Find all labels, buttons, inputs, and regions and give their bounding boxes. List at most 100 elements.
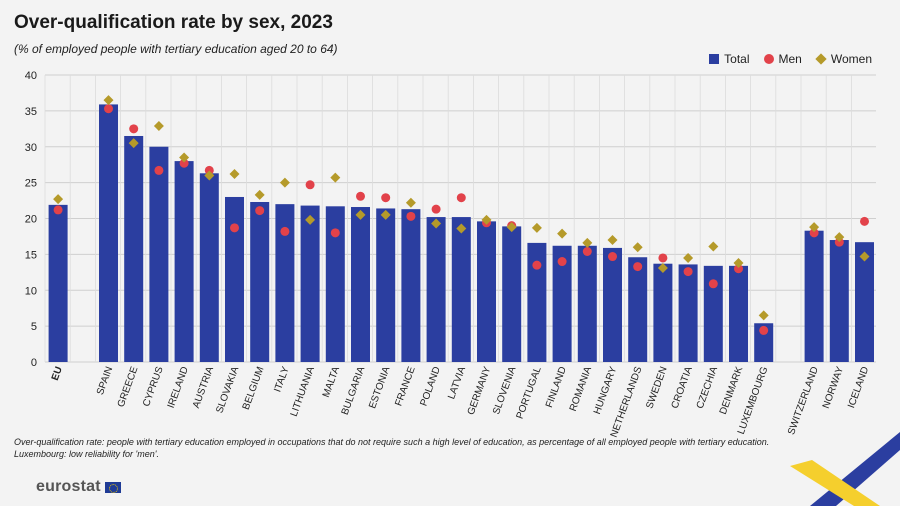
y-tick-label: 5 xyxy=(31,321,37,333)
y-tick-label: 15 xyxy=(25,249,37,261)
x-tick-label: ESTONIA xyxy=(367,365,392,410)
point-women xyxy=(859,251,870,262)
point-women xyxy=(53,194,64,205)
bar-chart: 0 5 10 15 20 25 30 35 40 EU SPAIN GREECE CYPRUS IRELA… xyxy=(25,70,876,439)
bar-total xyxy=(451,217,471,362)
point-men xyxy=(658,253,668,263)
bar-total xyxy=(527,242,547,362)
point-men xyxy=(179,158,189,168)
legend-total-swatch xyxy=(709,54,720,64)
x-tick-label: FINLAND xyxy=(544,365,569,409)
chart-title: Over-qualification rate by sex, 2023 xyxy=(14,12,333,33)
x-tick-label: POLAND xyxy=(419,365,443,407)
point-men xyxy=(154,165,164,175)
bar-total xyxy=(577,245,597,362)
footnote-luxembourg: Luxembourg: low reliability for 'men'. xyxy=(14,449,159,459)
point-men xyxy=(406,211,416,221)
point-men xyxy=(356,191,365,201)
point-men xyxy=(633,262,643,272)
point-men xyxy=(734,264,743,274)
point-men xyxy=(280,226,290,236)
bar-total xyxy=(149,146,169,362)
logo-text: eurostat xyxy=(36,478,101,495)
point-women xyxy=(254,189,265,200)
point-women xyxy=(229,169,240,180)
legend-total-label: Total xyxy=(724,52,750,66)
bar-total xyxy=(678,264,698,362)
x-tick-label: EU xyxy=(50,365,65,382)
bar-total xyxy=(300,205,320,362)
bar-total xyxy=(754,323,774,362)
point-women xyxy=(758,310,769,321)
bar-total xyxy=(275,204,295,362)
chart-legend: Total Men Women xyxy=(709,52,872,66)
point-women xyxy=(834,232,845,243)
bar-total xyxy=(325,206,345,362)
bar-total xyxy=(351,207,370,362)
x-tick-label: ICELAND xyxy=(846,365,871,410)
x-tick-label: CROATIA xyxy=(670,365,695,410)
x-tick-label: GERMANY xyxy=(466,365,494,417)
x-tick-label: NORWAY xyxy=(821,365,846,410)
point-men xyxy=(759,325,769,335)
point-men xyxy=(204,165,214,175)
bar-total xyxy=(426,217,446,362)
point-men xyxy=(53,205,63,215)
x-tick-label: PORTUGAL xyxy=(515,365,544,421)
point-women xyxy=(380,209,391,220)
bar-total xyxy=(603,247,622,362)
x-tick-label: ITALY xyxy=(272,365,291,394)
point-men xyxy=(708,279,718,289)
point-women xyxy=(632,242,643,253)
legend-women-label: Women xyxy=(830,52,872,66)
point-men xyxy=(557,257,567,267)
point-men xyxy=(456,193,466,203)
eu-flag-icon xyxy=(104,481,121,493)
y-tick-label: 30 xyxy=(25,142,37,154)
point-women xyxy=(153,120,164,131)
point-men xyxy=(431,204,441,214)
point-women xyxy=(330,172,341,183)
legend-item-men: Men xyxy=(763,52,802,66)
bar-total xyxy=(703,265,723,362)
corner-yellow-stripe xyxy=(790,460,880,506)
bar-total xyxy=(653,263,673,362)
bar-total xyxy=(502,226,522,362)
point-men xyxy=(305,180,315,190)
point-men xyxy=(330,228,340,238)
footnote-definition: Over-qualification rate: people with ter… xyxy=(14,437,770,447)
x-tick-label: ROMANIA xyxy=(568,365,594,413)
point-women xyxy=(431,218,442,229)
point-men xyxy=(381,193,391,203)
legend-item-total: Total xyxy=(709,52,750,66)
point-women xyxy=(204,170,215,181)
point-women xyxy=(355,209,366,220)
bar-total xyxy=(250,201,270,362)
x-tick-label: BELGIUM xyxy=(241,365,267,411)
point-women xyxy=(531,222,542,233)
y-tick-label: 25 xyxy=(25,178,37,190)
point-women xyxy=(657,263,668,274)
point-men xyxy=(230,223,239,233)
point-women xyxy=(405,197,416,208)
bar-total xyxy=(99,104,118,362)
point-women xyxy=(607,235,618,246)
point-women xyxy=(683,252,694,263)
bar-total xyxy=(552,245,572,362)
x-tick-label: HUNGARY xyxy=(592,365,619,416)
bar-total xyxy=(376,208,396,362)
point-women xyxy=(582,237,593,248)
point-women xyxy=(481,214,492,225)
eurostat-logo: eurostat xyxy=(36,478,121,496)
point-women xyxy=(708,241,719,252)
bar-total xyxy=(804,230,824,362)
x-tick-label: SWEDEN xyxy=(644,365,669,410)
x-tick-label: LATVIA xyxy=(446,365,468,401)
y-tick-label: 20 xyxy=(25,214,37,226)
bar-total xyxy=(48,204,68,362)
point-men xyxy=(860,216,869,226)
point-men xyxy=(532,260,542,270)
point-women xyxy=(305,214,316,225)
bar-total xyxy=(401,209,421,362)
bar-total xyxy=(829,240,849,362)
